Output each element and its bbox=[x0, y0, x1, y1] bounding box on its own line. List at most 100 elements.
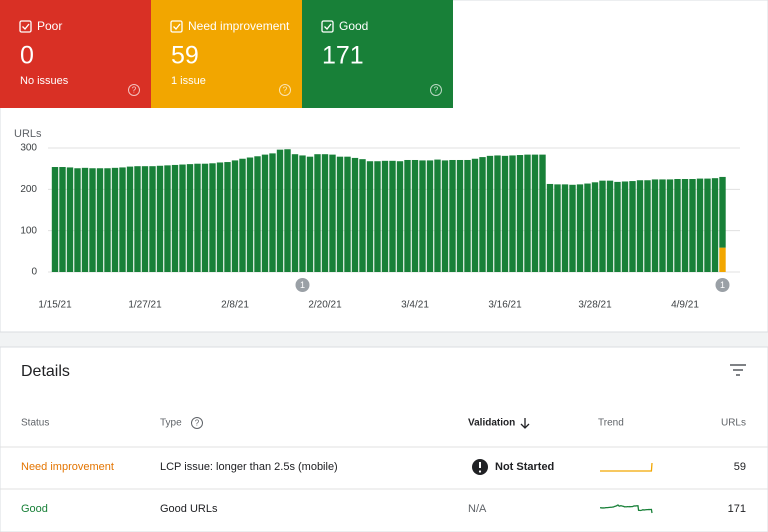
bar-segment bbox=[321, 154, 329, 272]
bar-segment bbox=[576, 184, 584, 272]
y-axis-label: URLs bbox=[14, 128, 42, 140]
bar-segment bbox=[456, 159, 464, 272]
bar-segment bbox=[201, 163, 209, 272]
bar-segment bbox=[389, 160, 396, 272]
bar-segment bbox=[269, 153, 276, 272]
annotation-marker[interactable] bbox=[295, 278, 310, 292]
y-tick-label: 300 bbox=[20, 143, 37, 154]
bar-segment bbox=[299, 155, 306, 272]
bar-segment bbox=[381, 160, 389, 272]
bar-segment bbox=[719, 176, 726, 248]
details-panel bbox=[0, 346, 768, 532]
bar-segment bbox=[344, 156, 351, 272]
bar-segment bbox=[696, 178, 704, 272]
bar-segment bbox=[516, 155, 524, 272]
bar-segment bbox=[261, 154, 269, 272]
bar-segment bbox=[156, 165, 164, 272]
urls-cell: 171 bbox=[728, 503, 746, 515]
bar-segment bbox=[96, 168, 104, 272]
bar-segment bbox=[396, 161, 404, 272]
bar-segment bbox=[336, 156, 344, 272]
card-background bbox=[151, 0, 302, 108]
card-background bbox=[0, 0, 151, 108]
bar-segment bbox=[674, 179, 681, 272]
bar-segment bbox=[479, 157, 486, 272]
bar-segment bbox=[119, 167, 126, 272]
bar-segment bbox=[681, 179, 689, 272]
bar-segment bbox=[284, 149, 291, 272]
bar-segment bbox=[209, 163, 216, 272]
bar-segment bbox=[501, 155, 509, 272]
x-tick-label: 2/20/21 bbox=[308, 300, 342, 311]
status-card[interactable]: Good 171? bbox=[302, 0, 453, 108]
bar-segment bbox=[351, 157, 359, 272]
card-help-glyph: ? bbox=[132, 86, 137, 95]
bar-segment bbox=[719, 247, 726, 272]
y-tick-label: 100 bbox=[20, 225, 37, 236]
bar-segment bbox=[561, 184, 569, 272]
trend-sparkline bbox=[600, 462, 653, 472]
checkbox bbox=[19, 20, 32, 33]
card-summary: No issues bbox=[20, 75, 69, 87]
type-cell: LCP issue: longer than 2.5s (mobile) bbox=[160, 461, 338, 473]
svg-text:?: ? bbox=[195, 419, 200, 428]
details-title: Details bbox=[21, 363, 70, 380]
bar-segment bbox=[179, 164, 186, 272]
bar-segment bbox=[509, 155, 516, 272]
bar-segment bbox=[171, 164, 179, 272]
bar-segment bbox=[141, 166, 149, 272]
bar-segment bbox=[711, 178, 719, 272]
bar-segment bbox=[359, 159, 366, 272]
validation-cell: Not Started bbox=[495, 461, 554, 473]
bar-segment bbox=[81, 167, 89, 272]
x-tick-label: 3/28/21 bbox=[578, 300, 612, 311]
bar-segment bbox=[644, 180, 651, 272]
annotation-marker[interactable] bbox=[715, 278, 730, 292]
bar-segment bbox=[426, 160, 434, 272]
filter-icon[interactable] bbox=[730, 364, 746, 376]
bar-segment bbox=[486, 155, 494, 272]
bar-segment bbox=[621, 181, 629, 272]
column-header: Type bbox=[160, 418, 182, 429]
check-mark bbox=[173, 23, 181, 30]
card-count: 0 bbox=[20, 42, 34, 70]
card-help-icon bbox=[430, 84, 442, 96]
bar-segment bbox=[666, 179, 674, 272]
bar-segment bbox=[546, 183, 554, 272]
card-title: Poor bbox=[37, 19, 62, 33]
bar-segment bbox=[606, 180, 614, 272]
bar-segment bbox=[126, 166, 134, 272]
bar-segment bbox=[411, 159, 419, 272]
bar-segment bbox=[629, 181, 636, 272]
y-tick-label: 200 bbox=[20, 184, 37, 195]
bar-segment bbox=[659, 179, 666, 272]
bar-segment bbox=[366, 161, 374, 272]
bar-segment bbox=[231, 160, 239, 272]
bar-segment bbox=[704, 178, 711, 272]
bar-segment bbox=[539, 154, 546, 272]
card-summary: 1 issue bbox=[171, 75, 206, 87]
bar-segment bbox=[599, 180, 606, 272]
sort-arrow[interactable] bbox=[520, 418, 530, 429]
card-title: Good bbox=[339, 19, 368, 33]
card-count: 171 bbox=[322, 42, 364, 70]
bar-segment bbox=[74, 168, 81, 272]
column-header: Trend bbox=[598, 418, 624, 429]
bar-segment bbox=[554, 184, 561, 272]
status-card[interactable]: Need improvement 59 1 issue? bbox=[151, 0, 302, 108]
bar-segment bbox=[306, 156, 314, 272]
bar-segment bbox=[636, 180, 644, 272]
bar-segment bbox=[164, 165, 171, 272]
bar-segment bbox=[584, 183, 591, 272]
card-help-glyph: ? bbox=[283, 86, 288, 95]
bar-segment bbox=[329, 154, 336, 272]
card-help-icon bbox=[128, 84, 140, 96]
help-icon[interactable]: ? bbox=[191, 417, 203, 429]
bar-segment bbox=[276, 149, 284, 272]
bar-segment bbox=[651, 179, 659, 272]
check-mark bbox=[324, 23, 332, 30]
x-tick-label: 1/27/21 bbox=[128, 300, 162, 311]
card-background bbox=[302, 0, 453, 108]
